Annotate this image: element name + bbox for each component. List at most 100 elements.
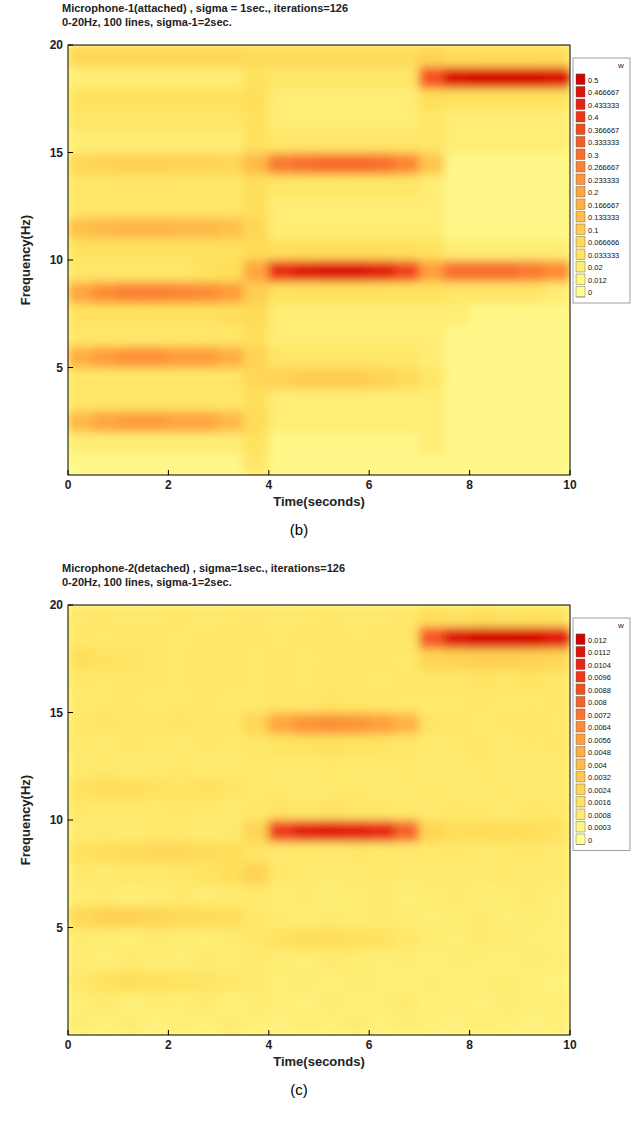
cell xyxy=(243,648,269,671)
cell xyxy=(243,970,269,993)
cell xyxy=(168,669,194,692)
cell xyxy=(444,303,470,326)
cell xyxy=(394,109,420,132)
cell xyxy=(419,324,445,347)
cell xyxy=(319,927,345,950)
colorbar-swatch xyxy=(576,734,585,745)
cell xyxy=(243,346,269,369)
cell xyxy=(293,927,319,950)
cell xyxy=(469,410,495,433)
cell xyxy=(369,949,395,972)
cell xyxy=(469,88,495,111)
cell xyxy=(143,410,169,433)
cell xyxy=(168,712,194,735)
colorbar-range-bottom xyxy=(576,844,585,845)
cell xyxy=(243,367,269,390)
cell xyxy=(419,884,445,907)
cell xyxy=(218,841,244,864)
y-tick-label: 20 xyxy=(50,598,64,612)
cell xyxy=(168,927,194,950)
cell xyxy=(519,410,545,433)
cell xyxy=(469,669,495,692)
cell xyxy=(243,238,269,261)
cell xyxy=(444,648,470,671)
cell xyxy=(394,777,420,800)
cell xyxy=(469,45,495,67)
colorbar-swatch xyxy=(576,659,585,670)
cell xyxy=(369,863,395,886)
cell xyxy=(544,927,570,950)
cell xyxy=(218,66,244,89)
cell xyxy=(193,281,219,304)
cell xyxy=(319,906,345,929)
cell xyxy=(369,820,395,843)
cell xyxy=(193,777,219,800)
x-tick xyxy=(469,1030,470,1035)
cell xyxy=(168,410,194,433)
cell xyxy=(544,841,570,864)
cell xyxy=(494,410,520,433)
cell xyxy=(419,777,445,800)
cell xyxy=(444,109,470,132)
cell xyxy=(394,884,420,907)
colorbar-swatch xyxy=(576,287,585,298)
cell xyxy=(344,195,370,218)
cell xyxy=(168,88,194,111)
cell xyxy=(419,260,445,283)
cell xyxy=(193,927,219,950)
cell xyxy=(68,174,94,197)
cell xyxy=(369,260,395,283)
cell xyxy=(218,410,244,433)
colorbar-tick-label: 0.008 xyxy=(588,698,607,707)
cell xyxy=(143,863,169,886)
cell xyxy=(319,605,345,627)
cell xyxy=(243,626,269,649)
x-tick-label: 10 xyxy=(563,1038,577,1052)
cell xyxy=(544,131,570,154)
cell xyxy=(93,626,119,649)
cell xyxy=(243,605,269,627)
cell xyxy=(168,174,194,197)
cell xyxy=(68,389,94,412)
cell xyxy=(143,949,169,972)
cell xyxy=(369,131,395,154)
cell xyxy=(168,820,194,843)
cell xyxy=(218,605,244,627)
cell xyxy=(394,174,420,197)
cell xyxy=(419,992,445,1015)
cell xyxy=(268,884,294,907)
cell xyxy=(243,303,269,326)
cell xyxy=(93,303,119,326)
cell xyxy=(344,927,370,950)
colorbar-tick-label: 0.2 xyxy=(588,188,598,197)
cell xyxy=(469,626,495,649)
cell xyxy=(394,841,420,864)
cell xyxy=(93,992,119,1015)
cell xyxy=(293,346,319,369)
cell xyxy=(319,303,345,326)
cell xyxy=(469,346,495,369)
cell xyxy=(469,712,495,735)
cell xyxy=(143,712,169,735)
cell xyxy=(243,734,269,757)
figure: Microphone-1(attached) , sigma = 1sec., … xyxy=(0,0,635,1126)
cell xyxy=(419,131,445,154)
y-tick-label: 10 xyxy=(50,253,64,267)
cell xyxy=(394,648,420,671)
cell xyxy=(519,906,545,929)
cell xyxy=(143,238,169,261)
cell xyxy=(293,669,319,692)
cell xyxy=(218,152,244,175)
cell xyxy=(218,260,244,283)
cell xyxy=(293,884,319,907)
cell xyxy=(519,453,545,475)
cell xyxy=(419,949,445,972)
cell xyxy=(469,152,495,175)
cell xyxy=(168,626,194,649)
cell xyxy=(494,777,520,800)
cell xyxy=(293,626,319,649)
cell xyxy=(544,777,570,800)
cell xyxy=(519,927,545,950)
cell xyxy=(494,949,520,972)
cell xyxy=(544,88,570,111)
